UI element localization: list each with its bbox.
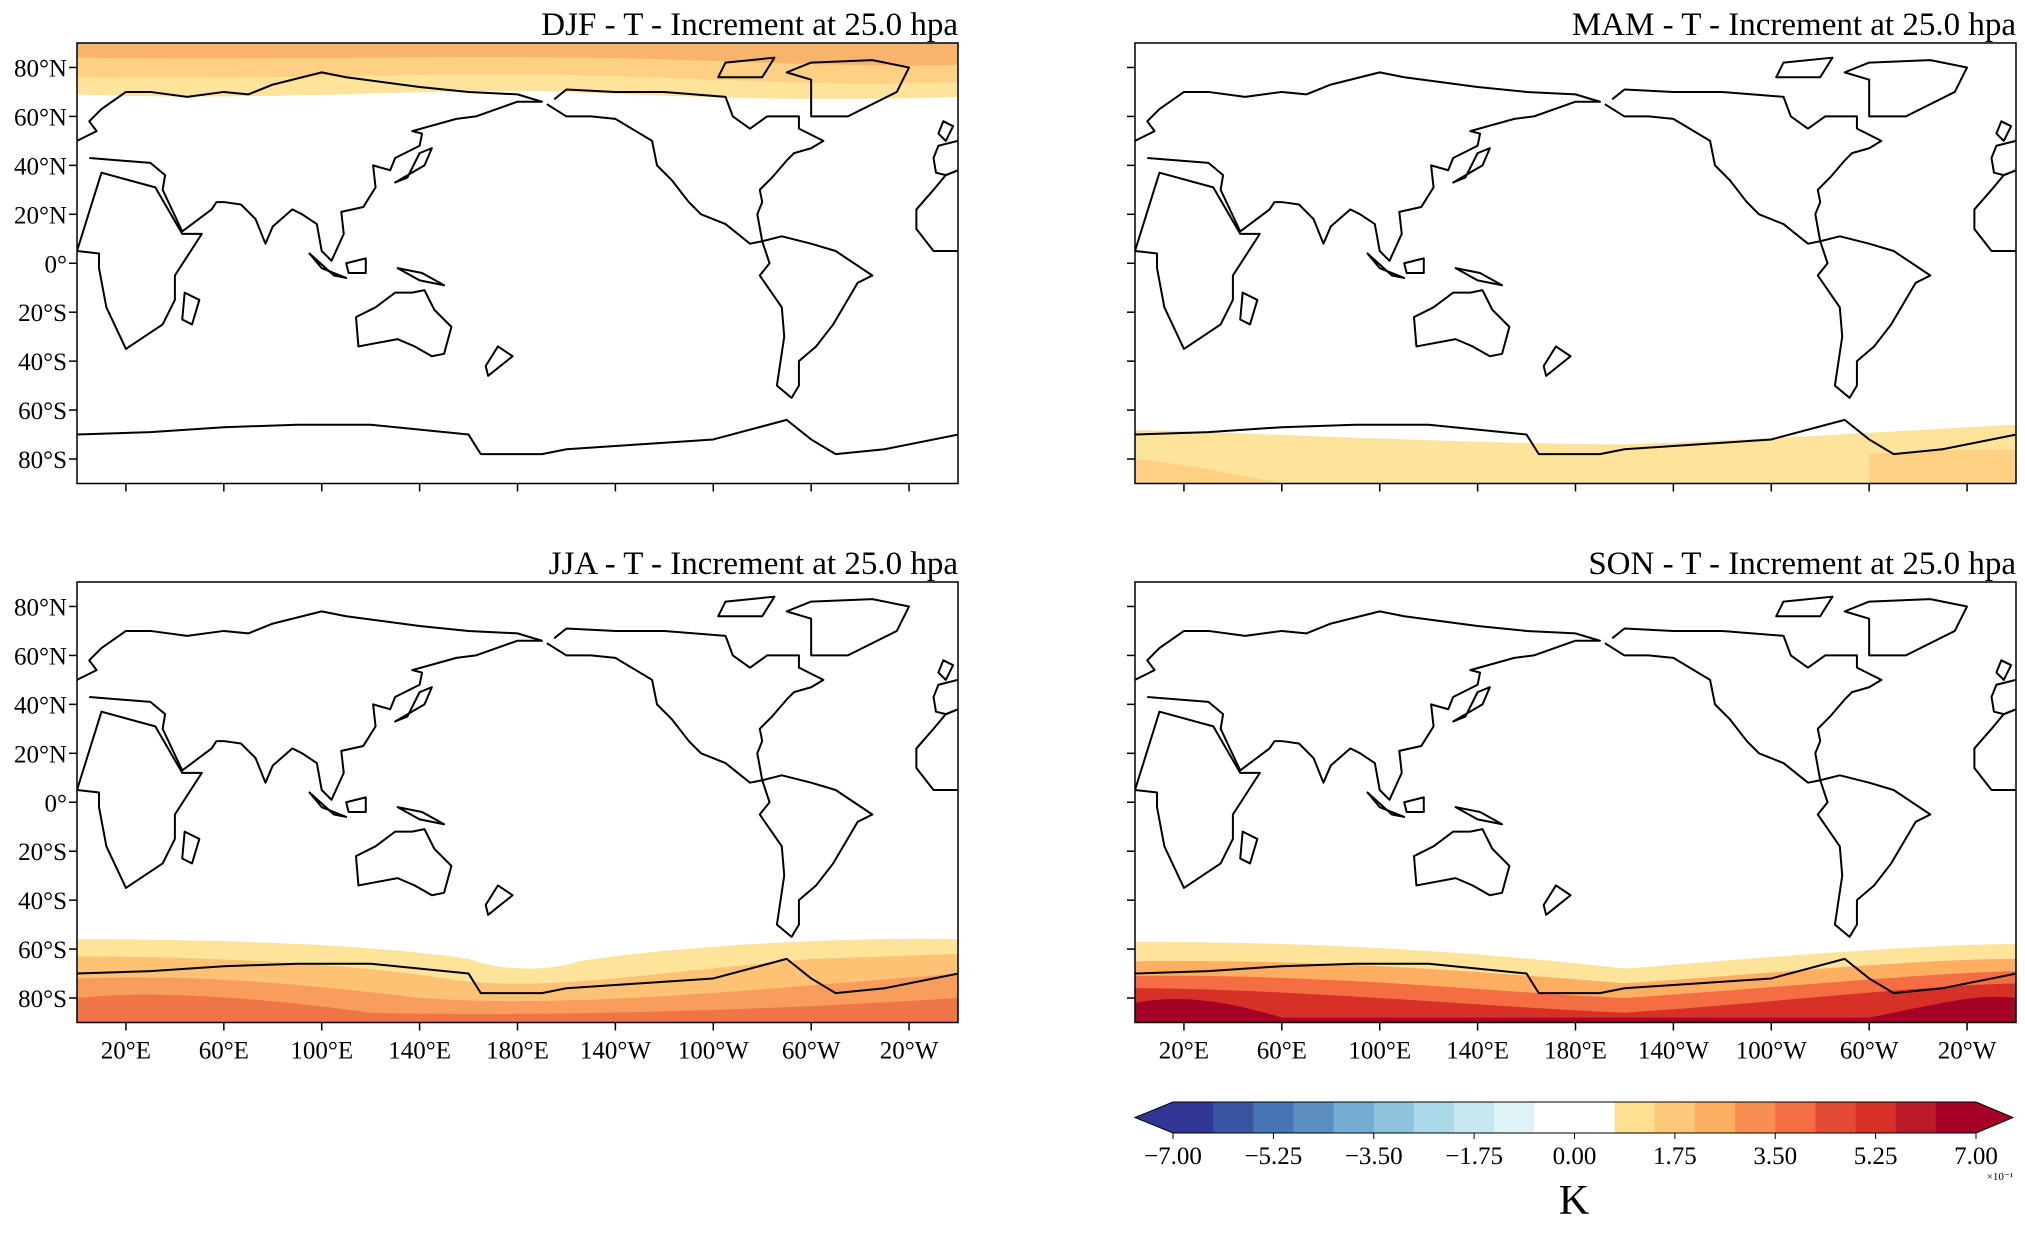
y-tick-label: 20°S xyxy=(18,300,67,327)
colorbar-segment xyxy=(1413,1102,1455,1133)
colorbar-tick-label: 5.25 xyxy=(1854,1143,1898,1170)
colorbar-segment xyxy=(1173,1102,1214,1133)
x-tick-label: 60°W xyxy=(1840,1038,1899,1065)
colorbar-segment xyxy=(1735,1102,1776,1133)
coastlines xyxy=(77,58,958,454)
x-tick-label: 20°W xyxy=(1938,1038,1997,1065)
colorbar-segment xyxy=(1855,1102,1897,1133)
x-tick-label: 100°E xyxy=(290,1038,353,1065)
x-tick-label: 20°W xyxy=(880,1038,939,1065)
colorbar-tick-label: 3.50 xyxy=(1753,1143,1797,1170)
panel-jja xyxy=(76,581,959,1024)
x-tick-label: 180°E xyxy=(1544,1038,1607,1065)
colorbar-segment xyxy=(1935,1102,1977,1133)
coastlines xyxy=(77,597,958,993)
colorbar-segment xyxy=(1373,1102,1415,1133)
y-tick-label: 40°N xyxy=(14,692,67,719)
colorbar-segment xyxy=(1775,1102,1816,1133)
shading xyxy=(77,43,958,66)
y-tick-label: 20°N xyxy=(14,741,67,768)
x-tick-label: 140°W xyxy=(580,1038,651,1065)
panel-title: SON - T - Increment at 25.0 hpa xyxy=(1588,546,2016,582)
colorbar-tick-label: −3.50 xyxy=(1345,1143,1403,1170)
colorbar-multiplier: ×10⁻¹ xyxy=(1987,1171,2013,1183)
x-tick-label: 20°E xyxy=(101,1038,151,1065)
colorbar-segment xyxy=(1654,1102,1696,1133)
y-tick-label: 0° xyxy=(45,790,68,817)
colorbar-tick-label: 1.75 xyxy=(1653,1143,1697,1170)
colorbar-segment xyxy=(1333,1102,1375,1133)
y-tick-label: 40°S xyxy=(18,349,67,376)
coastlines xyxy=(1135,597,2016,993)
frame xyxy=(1134,42,2017,485)
colorbar-segment xyxy=(1213,1102,1254,1133)
y-tick-label: 80°N xyxy=(14,594,67,621)
shading xyxy=(1869,449,2016,484)
x-tick-label: 20°E xyxy=(1159,1038,1209,1065)
x-tick-label: 100°W xyxy=(1736,1038,1807,1065)
y-tick-label: 20°S xyxy=(18,839,67,866)
y-tick-label: 80°N xyxy=(14,55,67,82)
x-tick-label: 100°W xyxy=(678,1038,749,1065)
colorbar-extend-max xyxy=(1976,1102,2013,1133)
coastlines xyxy=(1135,58,2016,454)
panel-mam xyxy=(1134,42,2017,485)
colorbar-segment xyxy=(1253,1102,1294,1133)
colorbar-tick-label: −5.25 xyxy=(1244,1143,1302,1170)
x-tick-label: 140°E xyxy=(1446,1038,1509,1065)
colorbar-segment xyxy=(1534,1102,1575,1133)
y-tick-label: 80°S xyxy=(18,447,67,474)
frame xyxy=(76,42,959,485)
y-tick-label: 60°N xyxy=(14,104,67,131)
colorbar-segment xyxy=(1494,1102,1535,1133)
colorbar-tick-label: −7.00 xyxy=(1144,1143,1202,1170)
y-tick-label: 40°S xyxy=(18,888,67,915)
y-tick-label: 80°S xyxy=(18,986,67,1013)
panel-title: MAM - T - Increment at 25.0 hpa xyxy=(1572,7,2017,43)
shading xyxy=(1135,996,2016,1023)
shading xyxy=(1135,983,2016,1023)
colorbar-tick-label: 0.00 xyxy=(1553,1143,1597,1170)
colorbar-tick-label: −1.75 xyxy=(1445,1143,1503,1170)
colorbar-segment xyxy=(1454,1102,1495,1133)
y-tick-label: 60°N xyxy=(14,643,67,670)
colorbar-label: K xyxy=(1559,1178,1589,1224)
colorbar-segment xyxy=(1293,1102,1335,1133)
x-tick-label: 140°E xyxy=(388,1038,451,1065)
x-tick-label: 60°E xyxy=(1257,1038,1307,1065)
y-tick-label: 60°S xyxy=(18,937,67,964)
x-tick-label: 140°W xyxy=(1638,1038,1709,1065)
panel-djf xyxy=(76,42,959,485)
y-tick-label: 40°N xyxy=(14,153,67,180)
y-tick-label: 20°N xyxy=(14,202,67,229)
colorbar-segment xyxy=(1574,1102,1616,1133)
colorbar-segment xyxy=(1694,1102,1736,1133)
y-tick-label: 0° xyxy=(45,251,68,278)
shading xyxy=(1135,459,1282,484)
x-tick-label: 180°E xyxy=(486,1038,549,1065)
colorbar-segment xyxy=(1815,1102,1857,1133)
colorbar-tick-label: 7.00 xyxy=(1954,1143,1998,1170)
shading xyxy=(77,994,958,1023)
y-tick-label: 60°S xyxy=(18,398,67,425)
panel-son xyxy=(1134,581,2017,1024)
colorbar-extend-min xyxy=(1135,1102,1173,1133)
x-tick-label: 60°E xyxy=(199,1038,249,1065)
x-tick-label: 100°E xyxy=(1348,1038,1411,1065)
x-tick-label: 60°W xyxy=(782,1038,841,1065)
colorbar-segment xyxy=(1614,1102,1656,1133)
colorbar-segment xyxy=(1895,1102,1937,1133)
panel-title: JJA - T - Increment at 25.0 hpa xyxy=(549,546,959,582)
panel-title: DJF - T - Increment at 25.0 hpa xyxy=(541,7,958,43)
